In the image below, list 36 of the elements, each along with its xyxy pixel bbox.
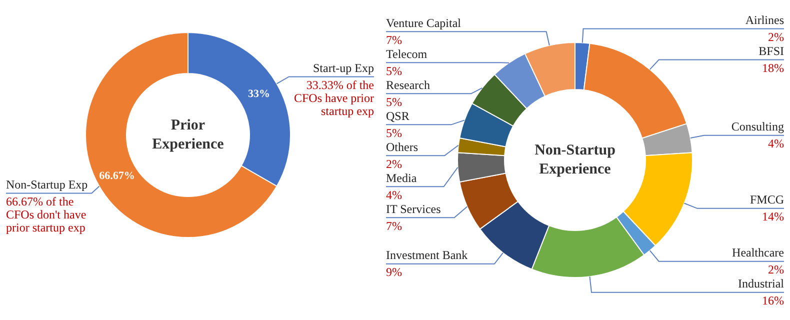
slice-label: Airlines: [745, 12, 784, 27]
slice-label: Non-Startup Exp: [6, 177, 88, 192]
data-label: 5%: [386, 94, 402, 109]
text: 66.67% of the CFOs don't have prior startup exp: [6, 194, 86, 234]
data-label: 4%: [386, 188, 402, 202]
slice-label: Consulting: [731, 120, 784, 134]
data-label: 7%: [386, 218, 402, 233]
slice-label: FMCG: [750, 192, 784, 207]
text: 33.33% of the CFOs have prior startup exp: [294, 78, 374, 118]
data-label: 5%: [386, 126, 402, 140]
slice-label: Research: [386, 78, 430, 92]
slice-label: Telecom: [386, 46, 428, 61]
data-label: 2%: [768, 262, 784, 276]
text: Prior Experience: [152, 117, 224, 152]
data-label: 7%: [386, 32, 402, 47]
data-label: 33%: [248, 88, 270, 100]
data-label: 5%: [386, 64, 402, 78]
data-label: 2%: [386, 156, 402, 171]
slice-label: Investment Bank: [386, 248, 468, 262]
slice-label: Venture Capital: [386, 16, 462, 30]
data-label: 66.67%: [99, 170, 135, 182]
slice-label: IT Services: [386, 202, 442, 216]
data-label: 14%: [762, 210, 784, 224]
text: Non-Startup Experience: [534, 142, 616, 178]
slice-label: QSR: [386, 108, 410, 123]
data-label: 18%: [762, 60, 784, 75]
data-label: 2%: [768, 30, 784, 44]
data-label: 16%: [762, 293, 784, 308]
data-label: 9%: [386, 265, 402, 280]
slice-label: Media: [386, 170, 418, 185]
slice-label: BFSI: [758, 44, 784, 58]
data-label: 4%: [768, 136, 784, 151]
slice-label: Others: [386, 140, 418, 154]
slice-label: Industrial: [738, 276, 785, 290]
slice-label: Start-up Exp: [313, 60, 374, 75]
slice-label: Healthcare: [732, 245, 784, 260]
